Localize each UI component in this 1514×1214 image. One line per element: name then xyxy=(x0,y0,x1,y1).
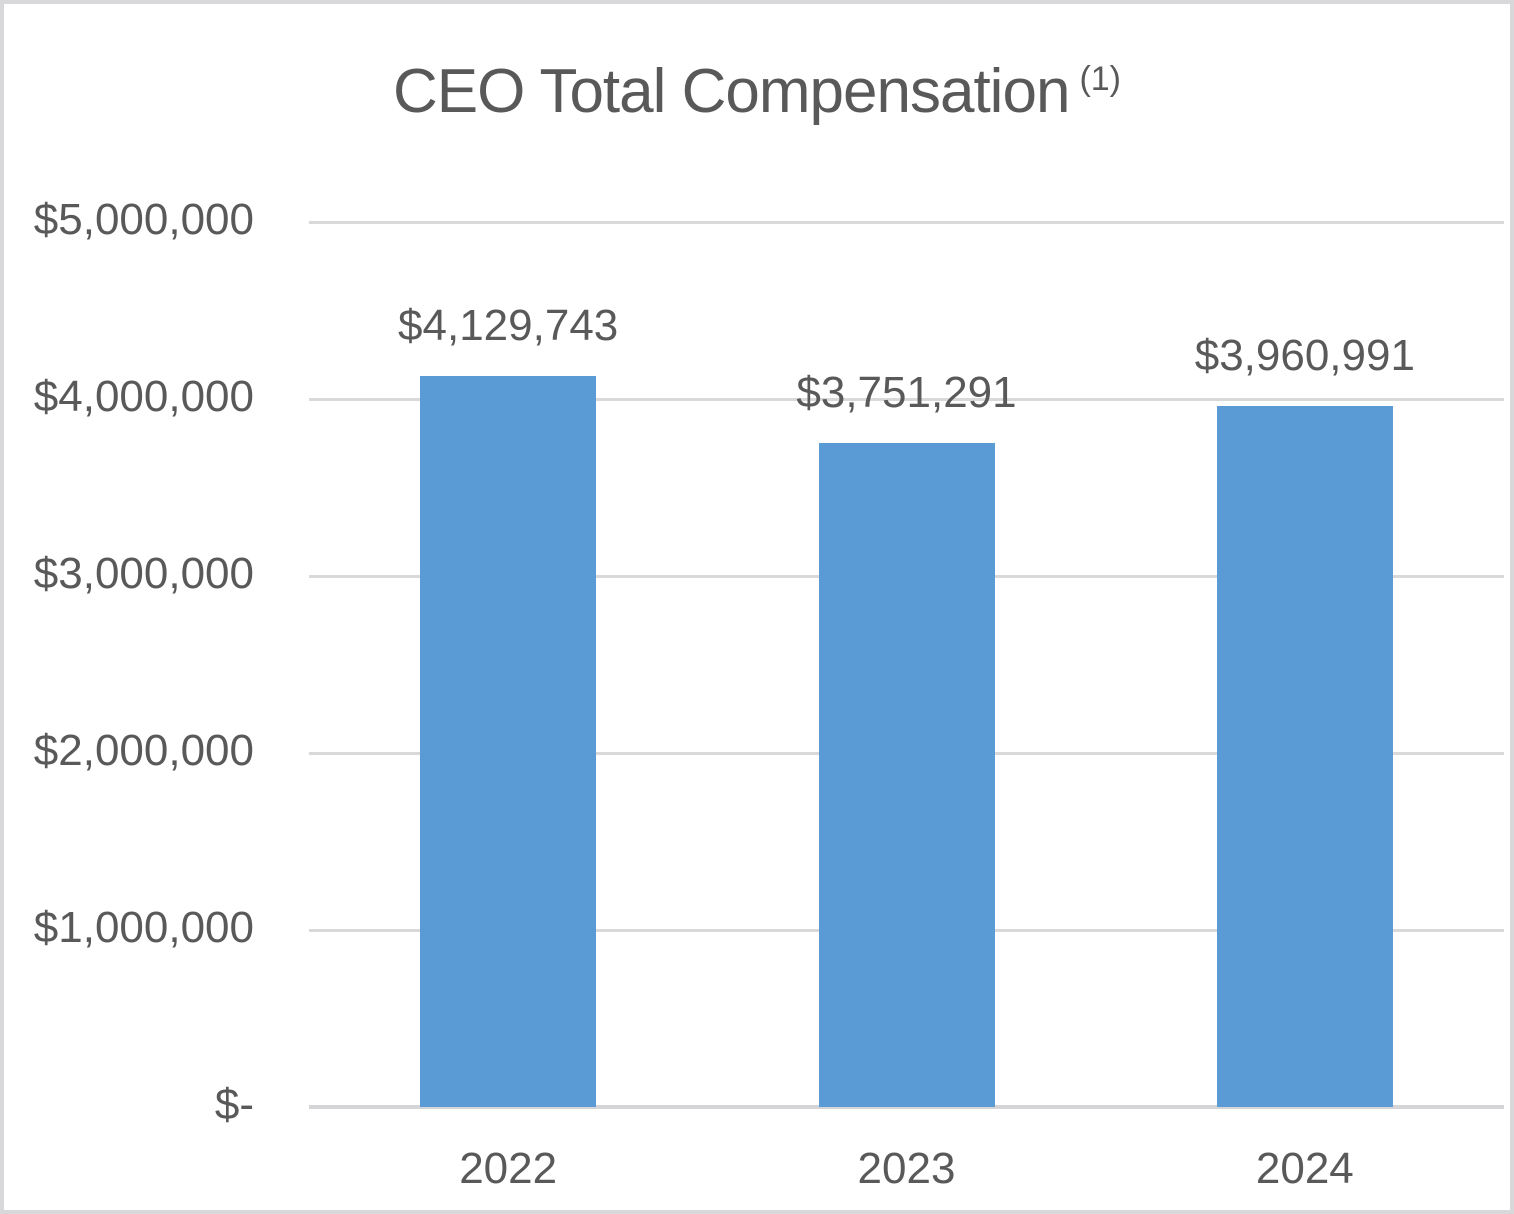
x-axis-line xyxy=(309,1105,1504,1109)
gridline xyxy=(309,398,1504,401)
y-axis-tick-label: $3,000,000 xyxy=(33,549,254,598)
x-axis-category-label: 2024 xyxy=(1255,1144,1354,1193)
chart-title-footnote-marker: (1) xyxy=(1079,60,1121,99)
y-axis-tick-label: $1,000,000 xyxy=(33,903,254,952)
bar-2023 xyxy=(818,443,995,1107)
x-axis-category-label: 2023 xyxy=(857,1144,956,1193)
bar-2024 xyxy=(1216,406,1393,1107)
x-axis-category-label: 2022 xyxy=(459,1144,558,1193)
y-axis-tick-label: $4,000,000 xyxy=(33,372,254,421)
gridline xyxy=(309,221,1504,224)
chart-title: CEO Total Compensation (1) xyxy=(4,56,1510,127)
y-axis-tick-label: $5,000,000 xyxy=(33,195,254,244)
bar-value-label: $4,129,743 xyxy=(398,301,619,350)
chart-title-text: CEO Total Compensation xyxy=(392,57,1070,126)
bar-2022 xyxy=(420,376,597,1107)
y-axis-tick-label: $2,000,000 xyxy=(33,726,254,775)
y-axis-tick-label: $- xyxy=(214,1080,254,1129)
bar-value-label: $3,960,991 xyxy=(1194,331,1415,380)
bar-value-label: $3,751,291 xyxy=(796,368,1017,417)
